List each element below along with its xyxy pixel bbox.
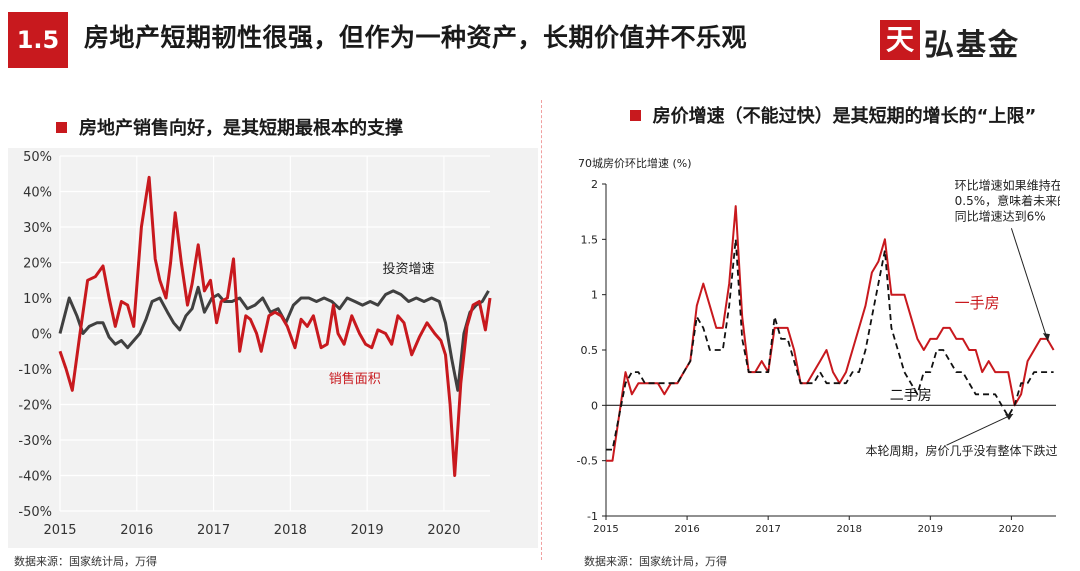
series-annotation: 销售面积 [329,371,381,387]
y-tick-label: 30% [23,221,52,236]
x-tick-label: 2016 [120,523,153,538]
x-tick-label: 2020 [999,524,1024,535]
y-tick-label: 1 [591,289,598,302]
y-tick-label: 0% [31,328,52,343]
x-tick-label: 2019 [918,524,943,535]
x-tick-label: 2018 [274,523,307,538]
series-line [58,175,492,477]
left-subtitle-text: 房地产销售向好，是其短期最根本的支撑 [79,118,403,139]
x-tick-label: 2017 [755,524,780,535]
arrow-head-icon [1005,414,1014,421]
x-tick-label: 2016 [674,524,699,535]
chart-annotation: 0.5%，意味着未来的 [955,193,1060,208]
logo-mark: 天 [880,20,920,60]
bullet-square-icon [629,109,641,121]
y-tick-label: 0.5 [581,344,599,357]
bullet-square-icon [56,121,67,133]
chart-title: 70城房价环比增速 (%) [578,156,692,170]
section-number-badge: 1.5 [8,12,68,68]
chart-annotation: 同比增速达到6% [955,210,1046,224]
brand-logo: 天 弘基金 [880,14,1070,64]
plot-background [8,148,538,548]
chart-annotation: 一手房 [955,294,1000,312]
x-tick-label: 2015 [43,523,76,538]
series-line [606,205,1055,462]
chart-annotation: 环比增速如果维持在 [955,178,1060,193]
y-tick-label: -0.5 [577,455,598,468]
chart-annotation: 二手房 [890,388,932,404]
y-tick-label: -50% [18,505,52,520]
logo-text: 弘基金 [924,28,1020,63]
chart-left-sales-investment: 50% 40% 30% 20% 10% 0% -10% -20% -30% -40% -50% 201… [8,148,538,548]
y-tick-label: 40% [23,186,52,201]
y-tick-label: -20% [18,399,52,414]
y-tick-label: 20% [23,257,52,272]
y-tick-label: 1.5 [581,233,599,246]
x-tick-label: 2018 [837,524,862,535]
y-tick-label: 2 [591,178,598,191]
y-tick-label: 0 [591,399,598,412]
x-tick-label: 2015 [593,524,618,535]
right-subtitle: 房价增速（不能过快）是其短期的增长的“上限” [598,104,1068,130]
left-source-note: 数据来源：国家统计局，万得 [14,555,157,568]
callout-arrow-line [1010,228,1049,342]
chart-annotation: 本轮周期，房价几乎没有整体下跌过 [865,443,1057,458]
right-subtitle-text: 房价增速（不能过快）是其短期的增长的“上限” [652,106,1037,127]
series-line [58,285,490,392]
header-bar: 1.5 房地产短期韧性很强，但作为一种资产，长期价值并不乐观 天 弘基金 [0,0,1080,80]
x-tick-label: 2020 [427,523,460,538]
callout-arrow-line [946,413,1014,446]
series-annotation: 投资增速 [383,261,435,277]
y-tick-label: 50% [23,150,52,165]
y-tick-label: -10% [18,363,52,378]
x-tick-label: 2017 [197,523,230,538]
y-tick-label: 10% [23,292,52,307]
panel-divider [541,100,542,560]
y-tick-label: -1 [587,510,598,523]
x-tick-label: 2019 [351,523,384,538]
left-subtitle: 房地产销售向好，是其短期最根本的支撑 [56,114,403,140]
series-line [606,238,1054,451]
y-tick-label: -40% [18,470,52,485]
slide-title: 房地产短期韧性很强，但作为一种资产，长期价值并不乐观 [84,23,748,52]
right-source-note: 数据来源：国家统计局，万得 [584,555,727,568]
arrow-head-icon [1042,333,1050,342]
y-tick-label: -30% [18,434,52,449]
